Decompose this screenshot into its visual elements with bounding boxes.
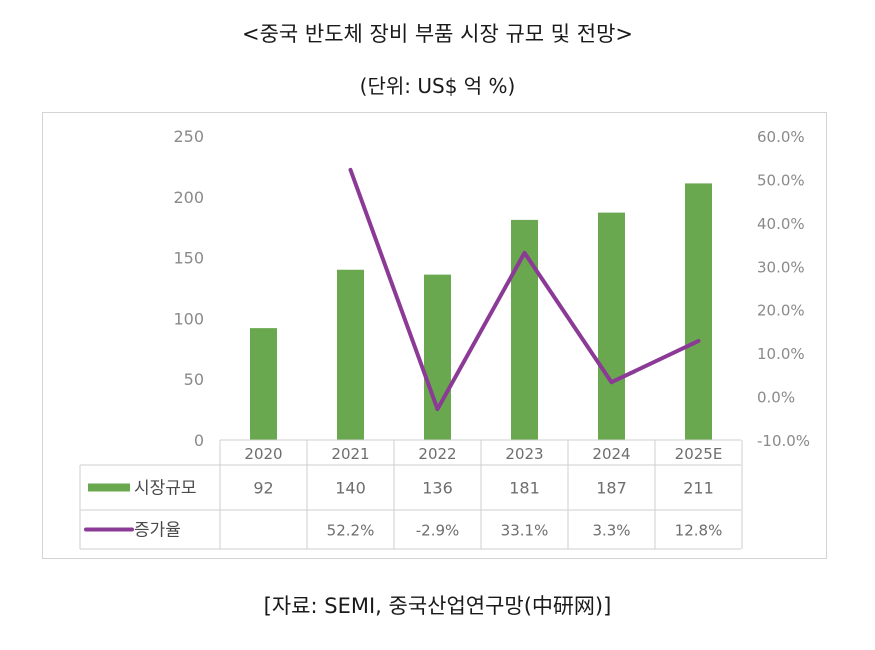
unit-note: (단위: US$ 억 %) [359, 74, 516, 98]
right-tick-label: 0.0% [757, 389, 795, 407]
market-size-value: 140 [335, 479, 366, 498]
left-tick-label: 250 [173, 127, 204, 146]
legend-label-market-size: 시장규모 [134, 479, 197, 499]
growth-rate-value: 33.1% [501, 522, 549, 540]
bar [337, 269, 364, 440]
bar [250, 328, 277, 440]
market-size-value: 92 [253, 479, 273, 498]
line-series [348, 167, 701, 412]
chart-title: <중국 반도체 장비 부품 시장 규모 및 전망> [241, 22, 634, 46]
bar [685, 183, 712, 440]
category-label: 2022 [418, 445, 456, 463]
left-tick-label: 200 [173, 188, 204, 207]
right-tick-label: 50.0% [757, 171, 805, 189]
left-tick-label: 100 [173, 309, 204, 328]
right-axis: -10.0% 0.0% 10.0% 20.0% 30.0% 40.0% 50.0% 60.0% [757, 128, 810, 450]
left-tick-label: 0 [194, 431, 204, 450]
right-tick-label: 60.0% [757, 128, 805, 146]
category-label: 2024 [592, 445, 630, 463]
chart-frame [42, 112, 827, 559]
right-tick-label: 40.0% [757, 215, 805, 233]
legend-swatch-market-size [88, 483, 130, 492]
left-axis: 0 50 100 150 200 250 [173, 127, 204, 450]
legend-label-growth: 증가율 [134, 521, 181, 541]
growth-rate-value: -2.9% [416, 522, 460, 540]
category-label: 2025E [675, 445, 723, 463]
right-tick-label: 20.0% [757, 302, 805, 320]
category-label: 2020 [244, 445, 282, 463]
right-tick-label: -10.0% [757, 432, 810, 450]
growth-rate-value: 52.2% [327, 522, 375, 540]
bar-series [250, 183, 712, 440]
growth-rate-value: 3.3% [592, 522, 630, 540]
category-label: 2021 [331, 445, 369, 463]
left-tick-label: 150 [173, 249, 204, 268]
category-label: 2023 [505, 445, 543, 463]
source-note: [자료: SEMI, 중국산업연구망(中研网)] [263, 594, 612, 618]
left-tick-label: 50 [184, 370, 204, 389]
bar [424, 274, 451, 440]
market-size-value: 187 [596, 479, 627, 498]
market-size-value: 136 [422, 479, 453, 498]
growth-rate-value: 12.8% [675, 522, 723, 540]
right-tick-label: 10.0% [757, 345, 805, 363]
bar [598, 212, 625, 440]
market-size-value: 181 [509, 479, 540, 498]
market-size-value: 211 [683, 479, 714, 498]
right-tick-label: 30.0% [757, 258, 805, 276]
